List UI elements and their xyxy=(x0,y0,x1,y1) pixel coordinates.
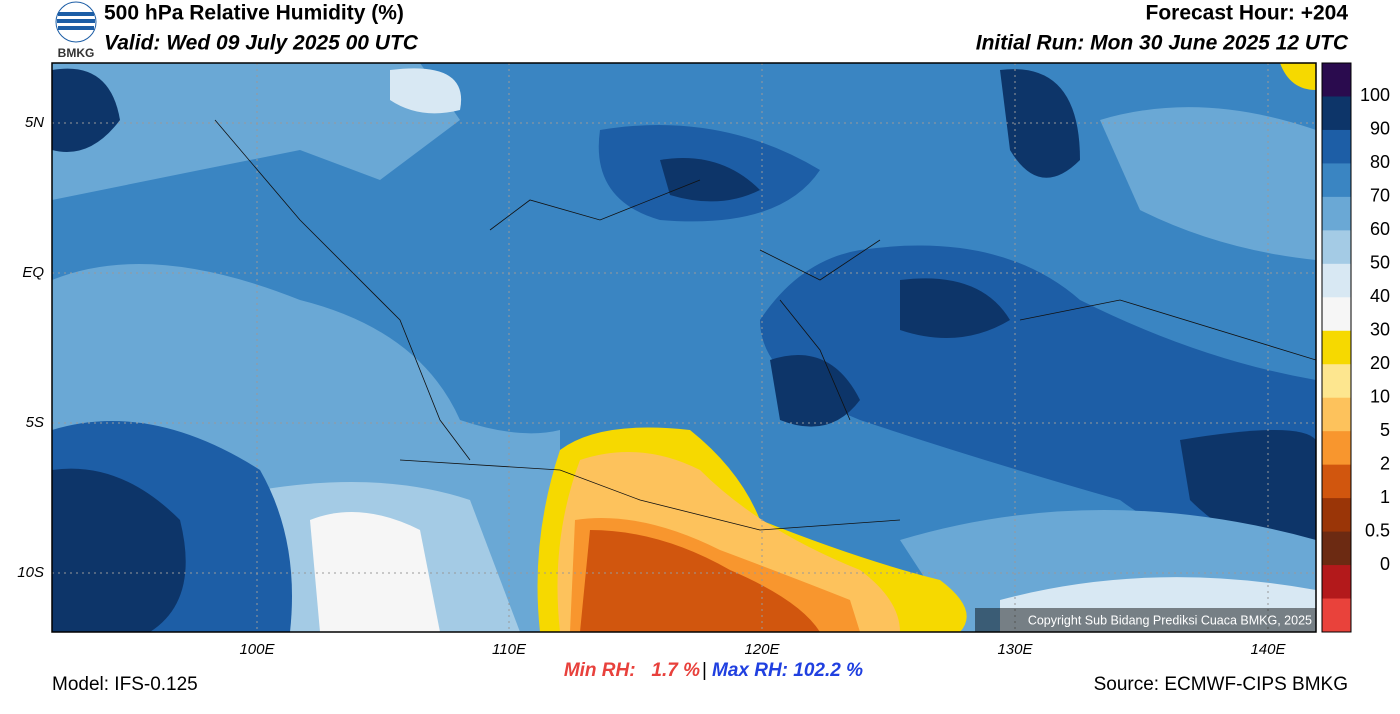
colorbar-label: 70 xyxy=(1370,186,1390,206)
colorbar-segment xyxy=(1322,129,1351,164)
colorbar-segment xyxy=(1322,431,1351,466)
colorbar-label: 1 xyxy=(1380,487,1390,507)
forecast-hour: Forecast Hour: +204 xyxy=(1146,2,1349,25)
lon-label: 140E xyxy=(1250,641,1286,658)
colorbar-segment xyxy=(1322,364,1351,399)
copyright: Copyright Sub Bidang Prediksi Cuaca BMKG… xyxy=(1028,613,1312,627)
lon-label: 110E xyxy=(492,641,527,658)
source: Source: ECMWF-CIPS BMKG xyxy=(1094,674,1348,695)
colorbar-segment xyxy=(1322,565,1351,600)
lat-label: EQ xyxy=(22,264,44,281)
colorbar-segment xyxy=(1322,230,1351,265)
colorbar-segment xyxy=(1322,598,1351,633)
colorbar-segment xyxy=(1322,263,1351,298)
colorbar-label: 40 xyxy=(1370,286,1390,306)
colorbar-label: 2 xyxy=(1380,453,1390,473)
colorbar-label: 10 xyxy=(1370,386,1390,406)
colorbar-segment xyxy=(1322,498,1351,533)
initial-run: Initial Run: Mon 30 June 2025 12 UTC xyxy=(976,32,1349,55)
colorbar-segment xyxy=(1322,397,1351,432)
colorbar-label: 80 xyxy=(1370,152,1390,172)
logo: BMKG xyxy=(55,1,97,60)
colorbar-label: 100 xyxy=(1360,85,1390,105)
colorbar-segment xyxy=(1322,196,1351,231)
min-rh: Min RH: 1.7 % xyxy=(564,660,700,681)
lon-label: 100E xyxy=(239,641,275,658)
colorbar-label: 0 xyxy=(1380,554,1390,574)
colorbar-label: 5 xyxy=(1380,420,1390,440)
lon-label: 120E xyxy=(744,641,780,658)
colorbar-label: 20 xyxy=(1370,353,1390,373)
colorbar-segment xyxy=(1322,63,1351,97)
colorbar-segment xyxy=(1322,464,1351,499)
logo-text: BMKG xyxy=(58,46,95,60)
colorbar-segment xyxy=(1322,531,1351,566)
title: 500 hPa Relative Humidity (%) xyxy=(104,2,404,25)
colorbar-label: 60 xyxy=(1370,219,1390,239)
map-field: Copyright Sub Bidang Prediksi Cuaca BMKG… xyxy=(52,63,1316,632)
colorbar-label: 50 xyxy=(1370,253,1390,273)
lat-label: 5N xyxy=(25,114,44,131)
colorbar-segment xyxy=(1322,330,1351,365)
lon-label: 130E xyxy=(997,641,1033,658)
colorbar-segment xyxy=(1322,96,1351,131)
map-frame xyxy=(51,62,1317,633)
colorbar-label: 0.5 xyxy=(1365,520,1390,540)
colorbar-frame xyxy=(1321,62,1352,633)
colorbar-label: 30 xyxy=(1370,320,1390,340)
colorbar-label: 90 xyxy=(1370,119,1390,139)
lat-label: 5S xyxy=(26,414,44,431)
model: Model: IFS-0.125 xyxy=(52,674,198,695)
colorbar-segment xyxy=(1322,163,1351,198)
valid-time: Valid: Wed 09 July 2025 00 UTC xyxy=(104,32,419,55)
colorbar-segment xyxy=(1322,297,1351,332)
separator: | xyxy=(702,660,707,681)
max-rh: Max RH: 102.2 % xyxy=(712,660,863,681)
lat-label: 10S xyxy=(17,564,44,581)
